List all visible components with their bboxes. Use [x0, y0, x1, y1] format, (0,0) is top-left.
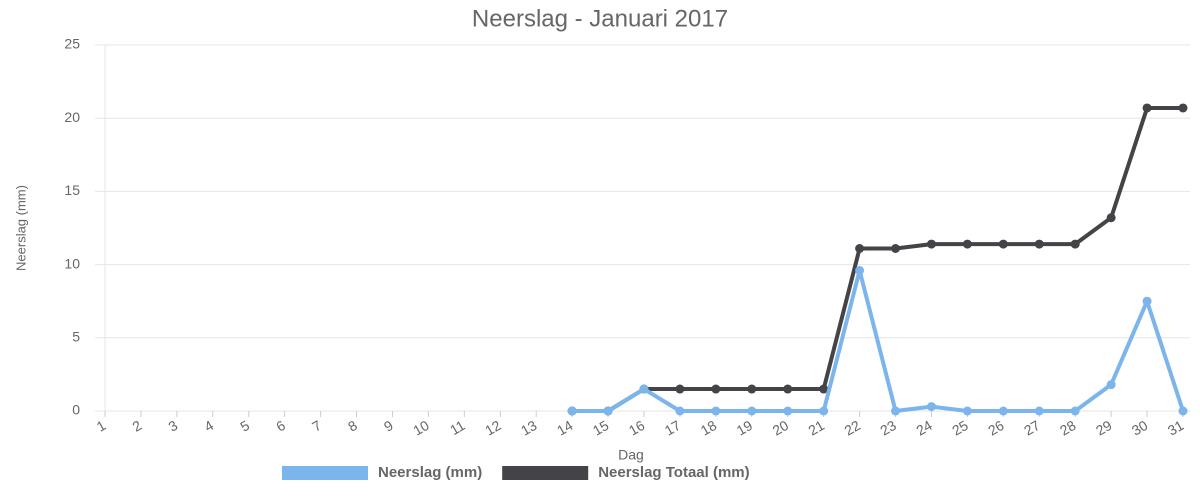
point: [855, 265, 865, 275]
x-tick-label: 28: [1057, 417, 1079, 439]
x-tick-label: 18: [698, 417, 720, 439]
legend-label: Neerslag Totaal (mm): [598, 464, 749, 481]
y-tick-label: 5: [72, 329, 80, 345]
x-tick-label: 16: [626, 417, 648, 439]
x-tick-label: 20: [770, 417, 792, 439]
point: [747, 406, 757, 416]
x-tick-label: 12: [482, 417, 504, 439]
y-tick-label: 0: [72, 402, 80, 418]
point: [567, 406, 577, 416]
point: [962, 239, 972, 249]
y-tick-label: 15: [64, 182, 80, 198]
point: [998, 406, 1008, 416]
x-tick-label: 14: [554, 417, 576, 439]
point: [1106, 213, 1116, 223]
x-tick-label: 26: [985, 417, 1007, 439]
y-axis-label: Neerslag (mm): [13, 185, 28, 271]
point: [819, 406, 829, 416]
x-tick-label: 1: [94, 417, 109, 435]
point: [1034, 239, 1044, 249]
x-tick-label: 9: [381, 417, 396, 435]
point: [711, 406, 721, 416]
x-tick-label: 29: [1093, 417, 1115, 439]
point: [1106, 380, 1116, 390]
point: [1034, 406, 1044, 416]
point: [1070, 406, 1080, 416]
line: [572, 105, 1183, 413]
x-tick-label: 24: [913, 417, 935, 439]
point: [855, 243, 865, 253]
point: [962, 406, 972, 416]
x-tick-label: 23: [877, 417, 899, 439]
point: [675, 384, 685, 394]
line: [572, 268, 1185, 413]
x-tick-label: 31: [1165, 417, 1187, 439]
point: [926, 402, 936, 412]
legend-label: Neerslag (mm): [378, 464, 482, 481]
x-tick-label: 22: [841, 417, 863, 439]
point: [998, 239, 1008, 249]
x-tick-label: 8: [345, 417, 360, 435]
point: [891, 406, 901, 416]
point: [1142, 103, 1152, 113]
point: [783, 406, 793, 416]
x-tick-label: 6: [273, 417, 288, 435]
x-tick-label: 10: [410, 417, 432, 439]
x-tick-label: 7: [309, 417, 324, 435]
point: [711, 384, 721, 394]
point: [783, 384, 793, 394]
chart-title: Neerslag - Januari 2017: [472, 5, 728, 32]
point: [603, 406, 613, 416]
x-tick-label: 2: [130, 417, 145, 435]
point: [1178, 103, 1188, 113]
point: [747, 384, 757, 394]
x-tick-label: 25: [949, 417, 971, 439]
x-tick-label: 21: [806, 417, 828, 439]
point: [926, 239, 936, 249]
point: [891, 243, 901, 253]
x-tick-label: 15: [590, 417, 612, 439]
x-tick-label: 3: [165, 417, 180, 435]
legend-swatch: [282, 466, 368, 480]
point: [1178, 406, 1188, 416]
x-tick-label: 17: [662, 417, 684, 439]
legend-swatch: [502, 466, 589, 480]
x-tick-label: 11: [447, 417, 468, 438]
point: [675, 406, 685, 416]
point: [639, 384, 649, 394]
y-tick-label: 10: [64, 255, 80, 271]
x-axis-label: Dag: [618, 447, 644, 463]
x-tick-label: 27: [1021, 417, 1043, 439]
y-tick-label: 20: [64, 109, 80, 125]
x-tick-label: 30: [1129, 417, 1151, 439]
x-tick-label: 19: [734, 417, 756, 439]
point: [1142, 296, 1152, 306]
point: [1070, 239, 1080, 249]
x-tick-label: 5: [237, 417, 252, 435]
y-tick-label: 25: [64, 36, 80, 52]
x-tick-label: 13: [518, 417, 540, 439]
point: [819, 384, 829, 394]
x-tick-label: 4: [201, 417, 216, 435]
